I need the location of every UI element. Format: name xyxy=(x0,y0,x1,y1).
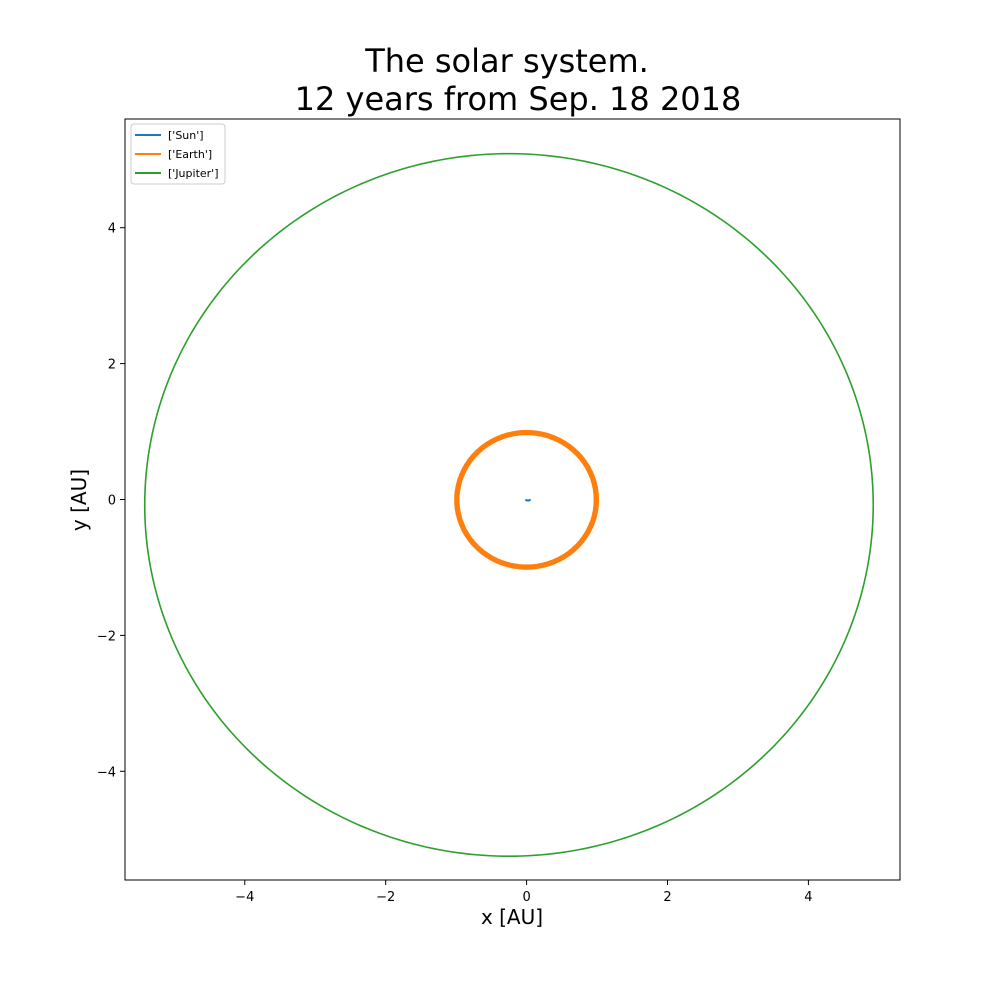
x-tick-label: −2 xyxy=(376,890,395,905)
series-line-earth xyxy=(454,429,600,570)
x-axis-ticks: −4 −2 0 2 4 xyxy=(235,880,813,905)
y-axis-ticks: −4 −2 0 2 4 xyxy=(97,222,125,780)
x-tick-label: 2 xyxy=(663,890,671,905)
y-axis-label: y [AU] xyxy=(67,469,91,531)
y-tick-label: −2 xyxy=(97,629,116,644)
x-tick-label: 0 xyxy=(522,890,530,905)
y-tick-label: 0 xyxy=(108,494,116,509)
legend: ['Sun'] ['Earth'] ['Jupiter'] xyxy=(130,123,226,185)
legend-label: ['Jupiter'] xyxy=(168,167,219,180)
legend-box xyxy=(130,123,226,185)
y-tick-label: −4 xyxy=(97,765,116,780)
x-tick-label: −4 xyxy=(235,890,254,905)
legend-label: ['Earth'] xyxy=(168,148,212,161)
y-tick-label: 4 xyxy=(108,222,116,237)
x-axis-label: x [AU] xyxy=(481,905,543,929)
x-tick-label: 4 xyxy=(804,890,812,905)
legend-items: ['Sun'] ['Earth'] ['Jupiter'] xyxy=(135,129,219,180)
chart-title-line-1: The solar system. xyxy=(364,42,649,80)
series-line-jupiter xyxy=(143,152,875,858)
chart-title-line-2: 12 years from Sep. 18 2018 xyxy=(295,80,742,118)
y-tick-label: 2 xyxy=(108,358,116,373)
plot-area xyxy=(143,152,875,858)
series-line-sun xyxy=(524,498,532,502)
legend-label: ['Sun'] xyxy=(168,129,204,142)
